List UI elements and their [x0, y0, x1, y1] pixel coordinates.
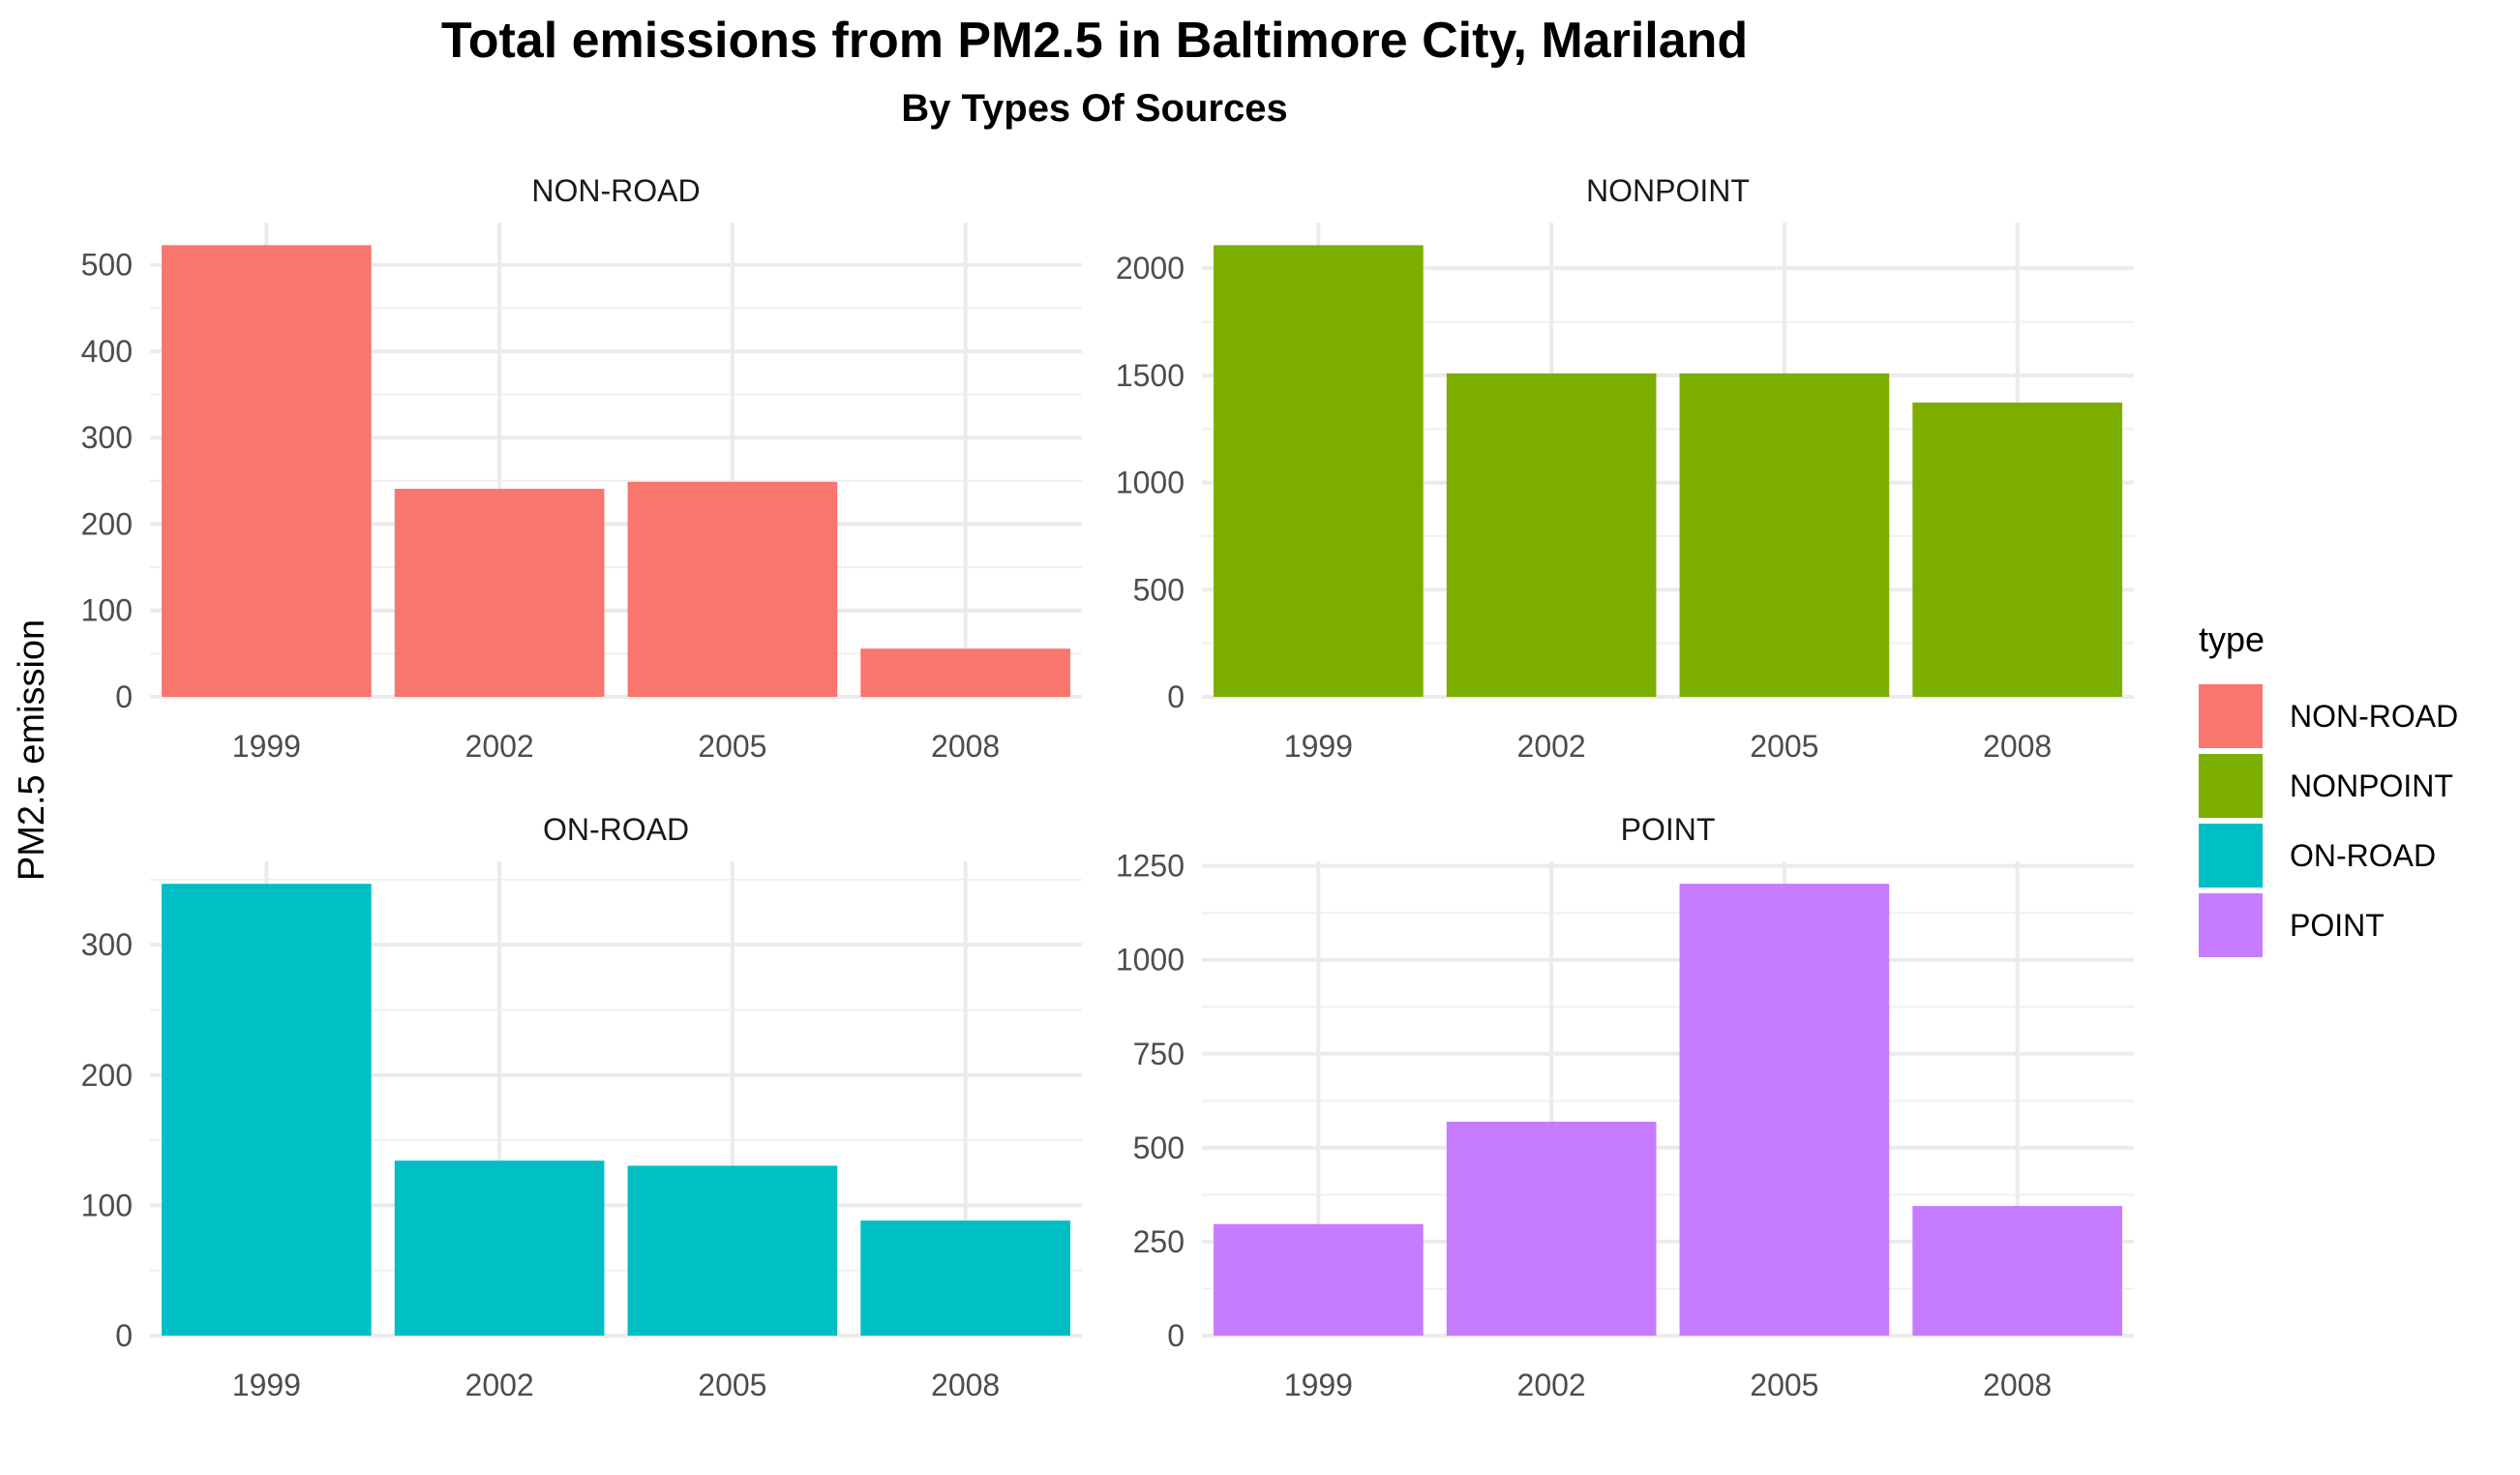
y-tick-label: 500: [1133, 572, 1185, 607]
legend-title: type: [2199, 619, 2265, 659]
legend-label-on-road: ON-ROAD: [2290, 837, 2437, 873]
bar-2002: [394, 1160, 605, 1336]
y-tick-label: 200: [81, 1058, 133, 1093]
y-tick-label: 250: [1133, 1224, 1185, 1259]
y-tick-label: 300: [81, 927, 133, 962]
y-tick-label: 500: [81, 248, 133, 283]
y-tick-label: 100: [81, 593, 133, 628]
y-tick-label: 500: [1133, 1130, 1185, 1165]
bar-1999: [162, 884, 372, 1336]
bar-2002: [1446, 1121, 1657, 1336]
facet-strip-label: POINT: [1621, 812, 1716, 847]
facet-strip-label: NON-ROAD: [531, 173, 700, 208]
legend: type NON-ROAD NONPOINT ON-ROAD POINT: [2199, 619, 2458, 960]
x-tick-label: 2005: [698, 729, 766, 764]
legend-label-point: POINT: [2290, 907, 2385, 943]
x-tick-label: 1999: [1284, 729, 1353, 764]
y-tick-label: 0: [1167, 679, 1185, 714]
y-tick-label: 0: [115, 1318, 133, 1353]
x-tick-label: 2002: [1517, 1368, 1586, 1402]
legend-item-point: POINT: [2199, 890, 2458, 960]
y-tick-label: 750: [1133, 1037, 1185, 1071]
x-tick-label: 2002: [465, 729, 534, 764]
y-tick-label: 0: [115, 679, 133, 714]
x-tick-label: 1999: [1284, 1368, 1353, 1402]
bar-2005: [1679, 373, 1890, 697]
x-tick-label: 2005: [1750, 729, 1818, 764]
x-tick-label: 2005: [1750, 1368, 1818, 1402]
x-tick-label: 2008: [1983, 1368, 2052, 1402]
x-tick-label: 2002: [465, 1368, 534, 1402]
legend-item-on-road: ON-ROAD: [2199, 821, 2458, 890]
chart-subtitle: By Types Of Sources: [901, 87, 1288, 130]
bar-2002: [1446, 373, 1657, 697]
bar-2005: [627, 1165, 838, 1336]
bar-2002: [394, 489, 605, 697]
y-tick-label: 1250: [1116, 849, 1185, 884]
legend-item-non-road: NON-ROAD: [2199, 681, 2458, 751]
legend-swatch-nonpoint: [2199, 754, 2263, 818]
bar-2008: [860, 648, 1070, 697]
panel-on-road: 0 100 200 300 1999 2002 2005 2008 ON-ROAD: [81, 812, 1082, 1402]
legend-swatch-non-road: [2199, 684, 2263, 748]
y-tick-label: 0: [1167, 1318, 1185, 1353]
x-tick-label: 2002: [1517, 729, 1586, 764]
y-tick-label: 200: [81, 506, 133, 541]
facet-strip-label: NONPOINT: [1586, 173, 1750, 208]
x-tick-label: 2008: [1983, 729, 2052, 764]
bar-2008: [1912, 402, 2122, 697]
y-tick-label: 1000: [1116, 466, 1185, 500]
x-tick-label: 2008: [931, 1368, 1000, 1402]
legend-item-nonpoint: NONPOINT: [2199, 751, 2458, 821]
x-tick-label: 1999: [232, 729, 301, 764]
x-tick-label: 2005: [698, 1368, 766, 1402]
y-tick-label: 300: [81, 420, 133, 455]
y-tick-label: 400: [81, 334, 133, 369]
y-tick-label: 1500: [1116, 358, 1185, 393]
y-tick-label: 2000: [1116, 251, 1185, 286]
bar-1999: [162, 245, 372, 697]
legend-swatch-point: [2199, 893, 2263, 957]
y-axis-label: PM2.5 emission: [12, 619, 52, 881]
panel-nonpoint: 0 500 1000 1500 2000 1999 2002 2005 2008 NONPOINT: [1116, 173, 2134, 764]
bar-2008: [1912, 1206, 2122, 1336]
legend-label-nonpoint: NONPOINT: [2290, 768, 2453, 803]
x-tick-label: 1999: [232, 1368, 301, 1402]
facet-strip-label: ON-ROAD: [543, 812, 689, 847]
y-tick-label: 100: [81, 1188, 133, 1222]
bar-2005: [627, 481, 838, 697]
y-tick-label: 1000: [1116, 943, 1185, 978]
bar-1999: [1214, 1223, 1424, 1336]
legend-label-non-road: NON-ROAD: [2290, 698, 2459, 734]
bar-2005: [1679, 884, 1890, 1336]
bar-2008: [860, 1220, 1070, 1336]
x-tick-label: 2008: [931, 729, 1000, 764]
legend-swatch-on-road: [2199, 824, 2263, 888]
panel-non-road: 0 100 200 300 400 500 1999 2002 2005 2008 NON-ROAD: [81, 173, 1082, 764]
panel-point: 0 250 500 750 1000 1250 1999 2002 2005 2008 POINT: [1116, 812, 2134, 1402]
chart-title: Total emissions from PM2.5 in Baltimore …: [440, 13, 1749, 69]
bar-1999: [1214, 245, 1424, 697]
